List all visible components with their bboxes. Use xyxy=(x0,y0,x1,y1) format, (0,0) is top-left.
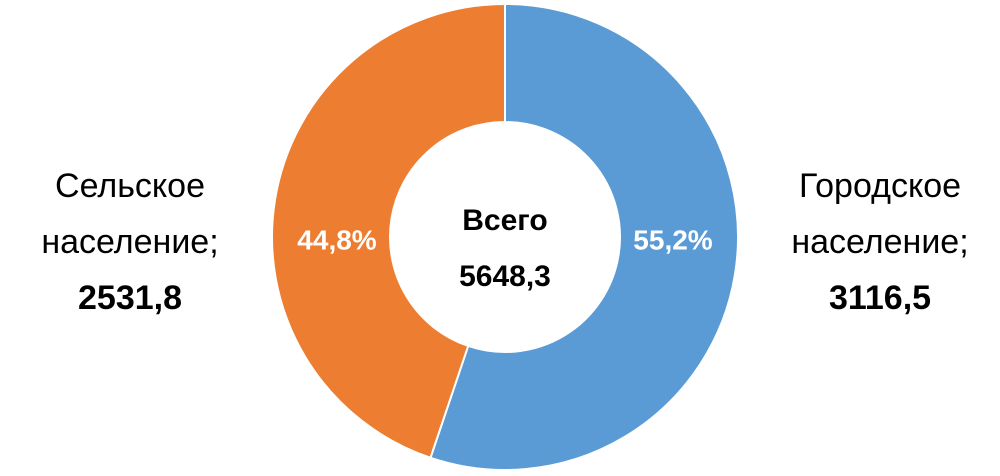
value-label: 3116,5 xyxy=(828,279,932,317)
category-name: Городское население; xyxy=(791,167,969,261)
value-label: 2531,8 xyxy=(78,279,182,317)
percentage-label: 44,8% xyxy=(297,224,376,255)
percentage-label: 55,2% xyxy=(633,224,712,255)
total-label: Всего xyxy=(462,204,547,237)
donut-segment xyxy=(270,2,506,460)
donut-segment xyxy=(429,2,739,471)
category-label: Городское население; 3116,5 xyxy=(760,158,1000,326)
total-value: 5648,3 xyxy=(459,260,551,293)
category-name: Сельское население; xyxy=(41,167,219,261)
category-label: Сельское население; 2531,8 xyxy=(10,158,250,326)
